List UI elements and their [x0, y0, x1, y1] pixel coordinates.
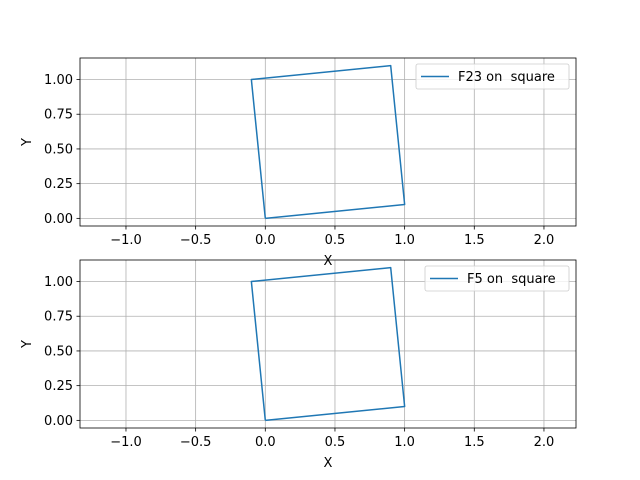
y-tick-label: 1.00 [44, 275, 73, 290]
x-tick-label: −1.0 [110, 435, 142, 450]
y-tick-label: 1.00 [44, 73, 73, 88]
x-tick-label: 1.5 [464, 233, 485, 248]
legend: F5 on square [424, 265, 570, 292]
subplot-2: −1.0 −0.5 0.0 0.5 1.0 1.5 2.0 0.00 0.25 0.50 0.75 1… [20, 259, 577, 471]
x-tick-label: −1.0 [110, 233, 142, 248]
x-tick-label: 1.5 [464, 435, 485, 450]
x-tick-label: 2.0 [534, 233, 555, 248]
y-tick-label: 0.50 [44, 142, 73, 157]
x-axis-label: X [324, 254, 333, 269]
legend: F23 on square [415, 63, 570, 90]
y-axis-label: Y [20, 340, 35, 349]
legend-label: F23 on square [458, 70, 555, 85]
series-line [250, 64, 406, 220]
axes-frame [79, 57, 577, 227]
legend-label: F5 on square [467, 272, 556, 287]
y-tick-label: 0.25 [44, 379, 73, 394]
x-tick-label: 0.5 [325, 435, 346, 450]
x-tick-label: 0.0 [255, 435, 276, 450]
legend-frame [415, 63, 570, 90]
x-tick-label: 0.0 [255, 233, 276, 248]
legend-frame [424, 265, 570, 292]
y-tick-label: 0.75 [44, 108, 73, 123]
y-tick-label: 0.50 [44, 344, 73, 359]
y-axis-label: Y [20, 138, 35, 147]
x-tick-label: −0.5 [180, 233, 212, 248]
y-tick-label: 0.00 [44, 212, 73, 227]
x-tick-label: −0.5 [180, 435, 212, 450]
y-tick-label: 0.00 [44, 414, 73, 429]
x-axis-label: X [324, 456, 333, 471]
series-line [250, 266, 406, 422]
x-tick-label: 1.0 [394, 435, 415, 450]
y-tick-label: 0.75 [44, 310, 73, 325]
subplot-1: −1.0 −0.5 0.0 0.5 1.0 1.5 2.0 0.00 0.25 0.50 0.75 1… [20, 57, 577, 269]
x-tick-label: 0.5 [325, 233, 346, 248]
y-tick-label: 0.25 [44, 177, 73, 192]
x-tick-label: 1.0 [394, 233, 415, 248]
axes-frame [79, 259, 577, 429]
x-tick-label: 2.0 [534, 435, 555, 450]
